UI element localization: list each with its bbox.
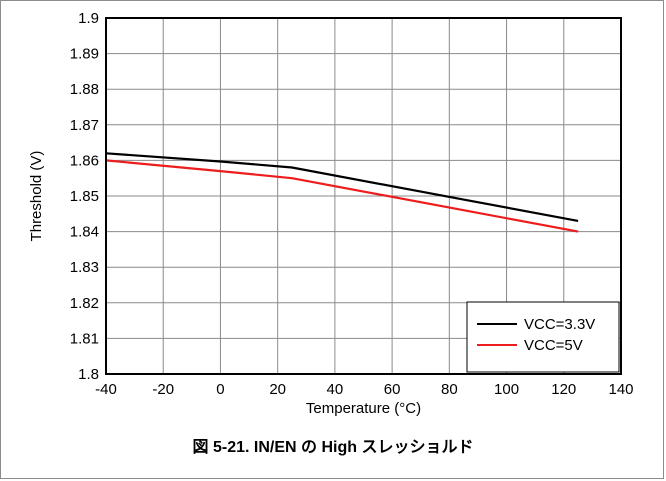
x-tick-label: 20 [269,381,286,398]
x-tick-label: 140 [608,381,633,398]
legend-label-vcc-3-3v: VCC=3.3V [524,316,595,333]
y-tick-label: 1.82 [70,295,99,312]
plot-area-border [105,17,622,375]
y-tick-label: 1.84 [70,224,99,241]
x-tick-label: 40 [327,381,344,398]
y-tick-label: 1.8 [78,366,99,383]
x-tick-label: 60 [384,381,401,398]
threshold-chart: -40 -20 0 20 40 60 80 100 120 140 1.8 1.81 1.82 1.83 1… [28,10,634,417]
figure-caption: 図 5-21. IN/EN の High スレッショルド [192,439,474,456]
y-tick-label: 1.89 [70,46,99,63]
legend: VCC=3.3V VCC=5V [466,301,620,373]
x-axis-title: Temperature (°C) [306,400,421,417]
y-tick-label: 1.86 [70,152,99,169]
x-tick-label: 80 [441,381,458,398]
x-tick-label: -40 [95,381,117,398]
series-line-vcc-3-3v [105,152,579,222]
y-tick-label: 1.85 [70,188,99,205]
tick-labels: -40 -20 0 20 40 60 80 100 120 140 1.8 1.81 1.82 1.83 1… [70,10,634,398]
y-tick-label: 1.83 [70,259,99,276]
legend-box [466,301,620,373]
y-tick-label: 1.87 [70,117,99,134]
series-lines [105,152,579,233]
legend-label-vcc-5v: VCC=5V [524,337,583,354]
y-tick-label: 1.81 [70,330,99,347]
x-tick-label: 120 [551,381,576,398]
y-tick-label: 1.88 [70,81,99,98]
x-tick-label: 0 [216,381,224,398]
series-line-vcc-5v [105,159,579,233]
x-tick-label: -20 [152,381,174,398]
x-tick-label: 100 [494,381,519,398]
y-tick-label: 1.9 [78,10,99,27]
y-axis-title: Threshold (V) [28,151,45,242]
